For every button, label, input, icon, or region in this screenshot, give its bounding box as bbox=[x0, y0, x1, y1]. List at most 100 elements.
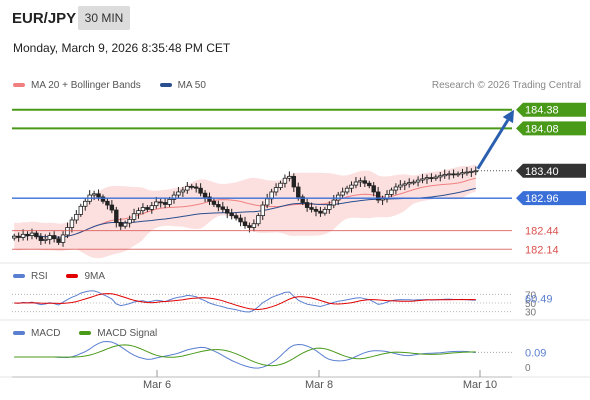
candle-body bbox=[216, 204, 221, 208]
candle bbox=[127, 215, 132, 228]
candle-body bbox=[220, 206, 226, 210]
candle bbox=[34, 230, 39, 240]
candle-body bbox=[331, 199, 336, 206]
candle-body bbox=[176, 191, 181, 196]
rsi-tick-label: 70 bbox=[525, 290, 537, 301]
x-tick-label: Mar 6 bbox=[143, 379, 171, 391]
main-legend: MA 20 + Bollinger Bands MA 50 bbox=[13, 80, 222, 91]
candle bbox=[51, 231, 57, 243]
candle bbox=[464, 167, 470, 176]
candle bbox=[411, 179, 416, 186]
candle-body bbox=[136, 210, 141, 215]
level-label: 182.14 bbox=[525, 244, 559, 256]
candle bbox=[273, 183, 279, 196]
candle bbox=[442, 169, 447, 179]
candle bbox=[455, 171, 461, 177]
candle bbox=[451, 169, 456, 179]
rsi-tick-label: 50 bbox=[525, 299, 537, 310]
level-label-box bbox=[516, 163, 586, 178]
candle bbox=[287, 171, 292, 182]
rsi-tick-label: 30 bbox=[525, 308, 537, 319]
candle-body bbox=[278, 182, 283, 188]
candle bbox=[145, 205, 150, 212]
candle bbox=[154, 196, 159, 209]
candle-body bbox=[256, 215, 261, 225]
candle bbox=[74, 210, 79, 224]
candle bbox=[402, 180, 407, 191]
candle-body bbox=[189, 185, 194, 188]
candle-body bbox=[25, 233, 30, 236]
candle-body bbox=[242, 221, 248, 227]
candle-body bbox=[300, 196, 305, 203]
candle bbox=[216, 200, 221, 212]
legend-label: MA 20 + Bollinger Bands bbox=[31, 80, 141, 91]
x-tick-label: Mar 10 bbox=[463, 379, 497, 391]
candle bbox=[282, 174, 288, 188]
candle-body bbox=[56, 238, 61, 243]
candle bbox=[225, 206, 230, 219]
candle bbox=[393, 183, 399, 195]
candle bbox=[47, 232, 52, 245]
candle-body bbox=[74, 213, 79, 221]
candle bbox=[118, 218, 123, 230]
candle bbox=[38, 233, 44, 245]
candle-body bbox=[229, 212, 234, 217]
candle bbox=[460, 168, 465, 179]
candle-body bbox=[69, 219, 75, 228]
candle bbox=[300, 194, 305, 206]
candle-body bbox=[353, 181, 359, 186]
candle bbox=[43, 234, 48, 244]
legend-rsi: RSI bbox=[13, 271, 48, 282]
timeframe-badge[interactable]: 30 MIN bbox=[78, 6, 130, 30]
candle bbox=[398, 180, 403, 191]
legend-swatch bbox=[159, 83, 172, 88]
candle bbox=[327, 201, 332, 214]
candle-body bbox=[238, 217, 243, 223]
candle-body bbox=[158, 201, 163, 204]
candle-body bbox=[38, 236, 44, 241]
candle bbox=[256, 213, 261, 227]
candle-body bbox=[65, 227, 70, 236]
candle-body bbox=[273, 187, 279, 193]
candle-body bbox=[180, 189, 186, 193]
candle bbox=[278, 180, 283, 191]
candle bbox=[162, 198, 168, 209]
candle-body bbox=[464, 171, 470, 174]
legend-ma20-bollinger: MA 20 + Bollinger Bands bbox=[13, 80, 141, 91]
candle-body bbox=[322, 208, 328, 214]
legend-label: RSI bbox=[31, 271, 48, 282]
candle bbox=[158, 198, 163, 208]
candle-body bbox=[393, 186, 399, 191]
candle-body bbox=[131, 213, 137, 220]
candle-body bbox=[60, 234, 66, 243]
candle bbox=[242, 216, 248, 229]
copyright-text: Research © 2026 Trading Central bbox=[431, 80, 581, 91]
candle bbox=[136, 207, 141, 219]
candle-body bbox=[469, 170, 474, 173]
candle-body bbox=[193, 186, 199, 189]
candle bbox=[344, 185, 350, 195]
rsi-ma-line bbox=[14, 293, 476, 311]
candle bbox=[233, 213, 239, 221]
candle-body bbox=[140, 207, 146, 212]
candle bbox=[375, 186, 381, 204]
candle bbox=[353, 177, 359, 189]
candle bbox=[446, 170, 452, 180]
candle-body bbox=[438, 175, 443, 178]
candle-body bbox=[429, 177, 434, 180]
level-label: 182.44 bbox=[525, 226, 559, 238]
candle-body bbox=[380, 198, 385, 201]
level-label-box bbox=[516, 121, 586, 136]
symbol-label: EUR/JPY bbox=[12, 10, 77, 27]
level-label: 184.38 bbox=[525, 105, 559, 117]
candle bbox=[12, 233, 17, 241]
candle bbox=[100, 194, 106, 204]
candle bbox=[424, 174, 430, 184]
candle-body bbox=[198, 187, 203, 194]
candle-body bbox=[51, 235, 57, 240]
candle-body bbox=[127, 218, 132, 224]
macd-legend: MACD MACD Signal bbox=[13, 328, 173, 339]
legend-label: MA 50 bbox=[177, 80, 206, 91]
candle-body bbox=[371, 185, 376, 193]
